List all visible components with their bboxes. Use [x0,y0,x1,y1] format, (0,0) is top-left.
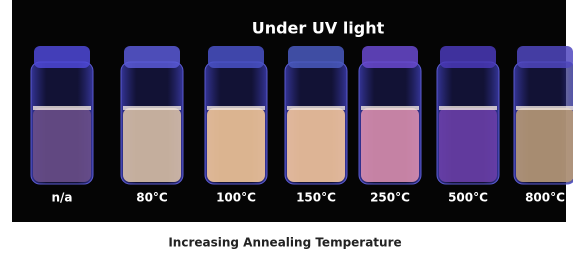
liquid [287,108,345,182]
meniscus [361,106,419,110]
meniscus [287,106,345,110]
vial-label: 80°C [136,191,168,205]
vial-label: n/a [51,191,72,205]
page: n/a 80°C 100°C 150°C 250°C 500°C 800°C Under U… [0,0,573,256]
caption: Increasing Annealing Temperature [168,236,401,250]
vial-label: 800°C [525,191,565,205]
liquid [123,108,181,182]
vial-label: 250°C [370,191,410,205]
vial-label: 150°C [296,191,336,205]
liquid [207,108,265,182]
vial-neck [208,46,264,68]
vial-neck [517,46,573,68]
meniscus [33,106,91,110]
vial-neck [34,46,90,68]
vial-neck [362,46,418,68]
meniscus [439,106,497,110]
vial-neck [440,46,496,68]
meniscus [123,106,181,110]
figure: n/a 80°C 100°C 150°C 250°C 500°C 800°C Under U… [0,0,573,256]
vial-label: 100°C [216,191,256,205]
liquid [516,108,573,182]
photo-title: Under UV light [252,19,385,38]
liquid [33,108,91,182]
liquid [439,108,497,182]
liquid [361,108,419,182]
vial-label: 500°C [448,191,488,205]
meniscus [207,106,265,110]
vial-neck [288,46,344,68]
meniscus [516,106,573,110]
vial-neck [124,46,180,68]
